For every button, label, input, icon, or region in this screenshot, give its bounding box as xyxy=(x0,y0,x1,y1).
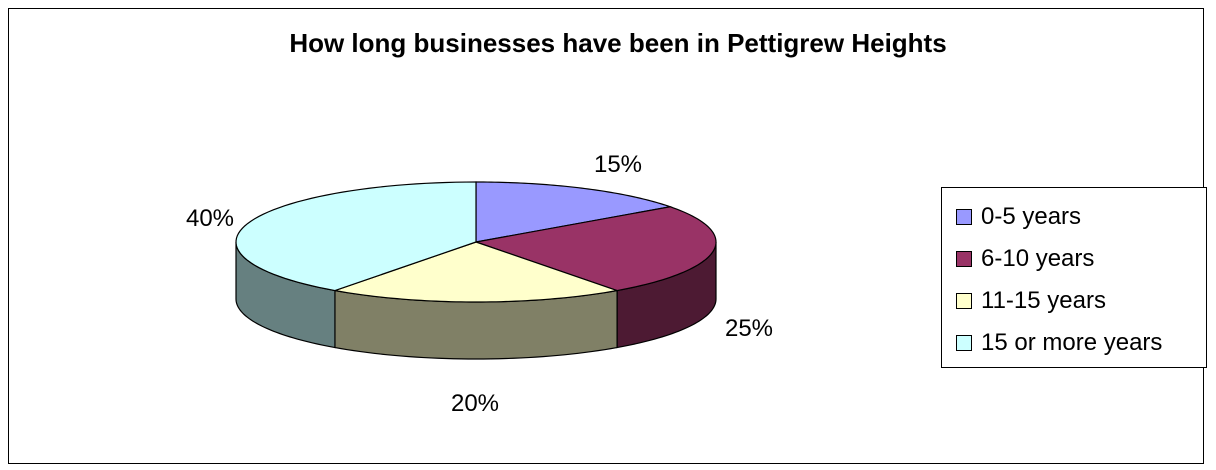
legend-item-0-5-years: 0-5 years xyxy=(956,196,1206,238)
legend-item-6-10-years: 6-10 years xyxy=(956,238,1206,280)
data-label-11-15-years: 20% xyxy=(451,390,499,417)
legend: 0-5 years 6-10 years 11-15 years 15 or m… xyxy=(941,187,1207,368)
legend-item-15-or-more-years: 15 or more years xyxy=(956,322,1206,364)
legend-swatch xyxy=(956,335,972,351)
pie-top xyxy=(235,181,717,303)
pie-slice-6-10-years xyxy=(473,206,717,292)
legend-swatch xyxy=(956,293,972,309)
data-label-15-or-more-years: 40% xyxy=(186,205,234,232)
legend-label: 15 or more years xyxy=(981,329,1163,356)
data-label-6-10-years: 25% xyxy=(725,315,773,342)
pie-slice-0-5-years xyxy=(475,181,673,243)
pie-slice-11-15-years xyxy=(332,241,620,303)
chart-title: How long businesses have been in Pettigr… xyxy=(289,28,947,58)
legend-label: 0-5 years xyxy=(981,203,1082,230)
legend-swatch xyxy=(956,251,972,267)
legend-item-11-15-years: 11-15 years xyxy=(956,280,1206,322)
data-label-0-5-years: 15% xyxy=(594,151,642,178)
legend-swatch xyxy=(956,209,972,225)
pie-slice-15-or-more-years xyxy=(235,181,477,292)
legend-label: 6-10 years xyxy=(981,245,1095,272)
legend-label: 11-15 years xyxy=(981,287,1106,314)
